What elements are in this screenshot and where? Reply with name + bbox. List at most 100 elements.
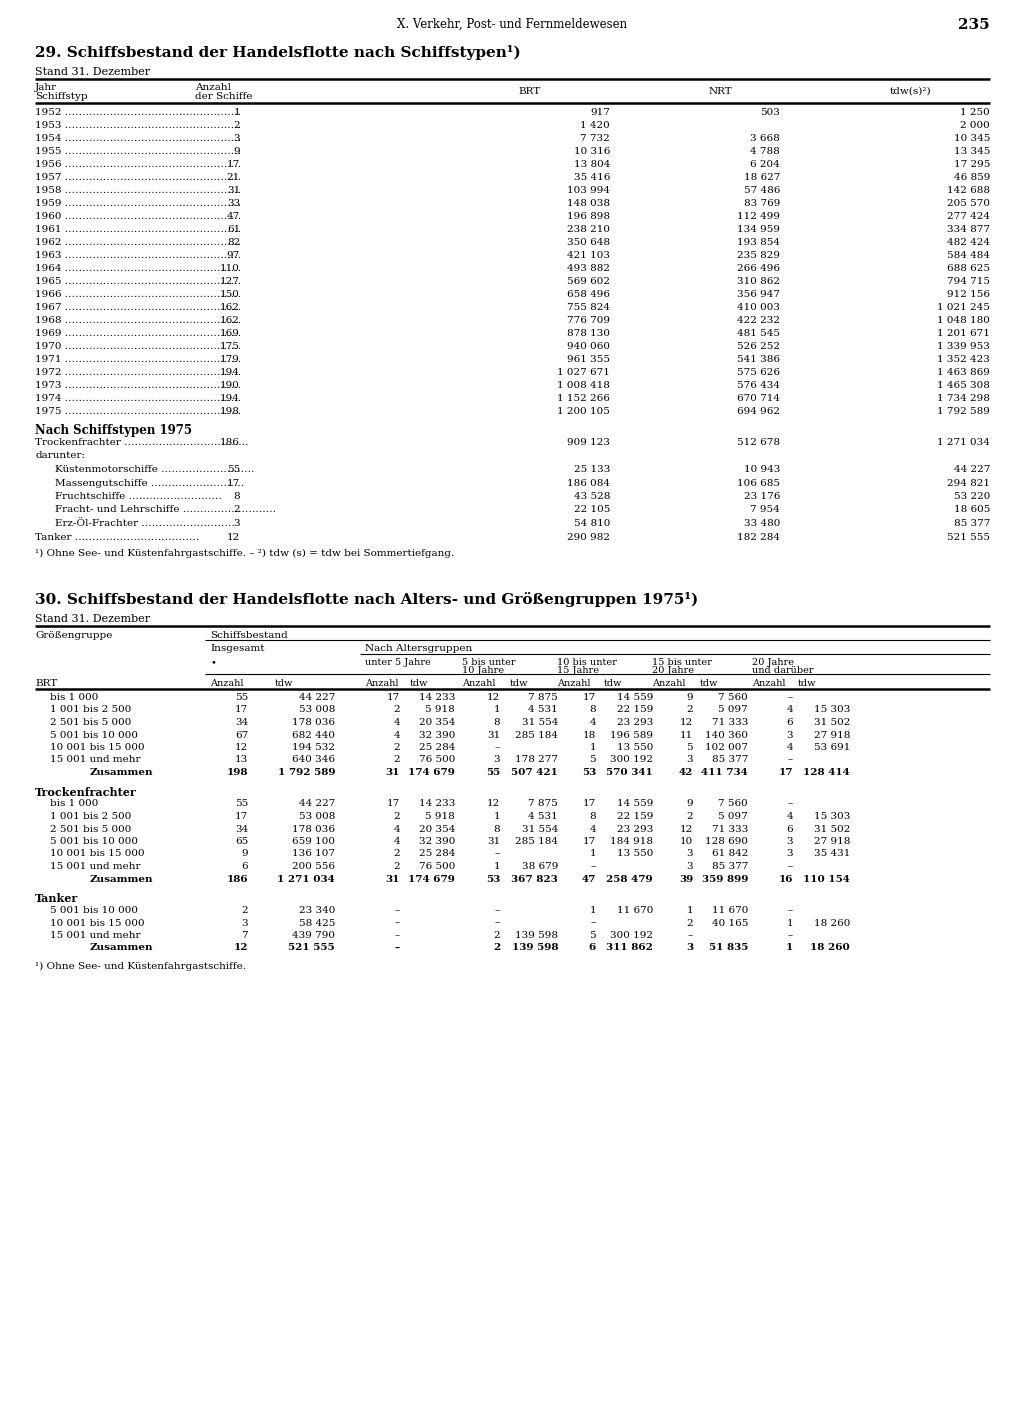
Text: 40 165: 40 165 bbox=[712, 918, 748, 927]
Text: 15 bis unter: 15 bis unter bbox=[652, 657, 712, 667]
Text: Anzahl: Anzahl bbox=[462, 679, 496, 687]
Text: 507 421: 507 421 bbox=[511, 769, 558, 777]
Text: Tanker: Tanker bbox=[35, 893, 78, 904]
Text: BRT: BRT bbox=[519, 87, 541, 96]
Text: 1: 1 bbox=[785, 944, 793, 953]
Text: 47: 47 bbox=[226, 212, 240, 221]
Text: 3: 3 bbox=[242, 918, 248, 927]
Text: 1 152 266: 1 152 266 bbox=[557, 394, 610, 404]
Text: 8: 8 bbox=[494, 719, 500, 727]
Text: 481 545: 481 545 bbox=[737, 329, 780, 338]
Text: 575 626: 575 626 bbox=[737, 368, 780, 376]
Text: 3: 3 bbox=[686, 850, 693, 858]
Text: 10 Jahre: 10 Jahre bbox=[462, 666, 504, 674]
Text: –: – bbox=[787, 861, 793, 871]
Text: 16: 16 bbox=[778, 874, 793, 884]
Text: 34: 34 bbox=[234, 824, 248, 834]
Text: Küstenmotorschiffe ………………………: Küstenmotorschiffe ……………………… bbox=[55, 465, 255, 473]
Text: 12: 12 bbox=[680, 824, 693, 834]
Text: 97: 97 bbox=[226, 251, 240, 260]
Text: Anzahl: Anzahl bbox=[752, 679, 785, 687]
Text: 17: 17 bbox=[387, 693, 400, 702]
Text: 1 792 589: 1 792 589 bbox=[278, 769, 335, 777]
Text: 3: 3 bbox=[786, 837, 793, 846]
Text: 67: 67 bbox=[234, 730, 248, 740]
Text: 5 001 bis 10 000: 5 001 bis 10 000 bbox=[50, 837, 138, 846]
Text: 205 570: 205 570 bbox=[947, 200, 990, 208]
Text: 58 425: 58 425 bbox=[299, 918, 335, 927]
Text: 1: 1 bbox=[590, 743, 596, 752]
Text: 17: 17 bbox=[234, 811, 248, 821]
Text: 8: 8 bbox=[590, 706, 596, 714]
Text: 194: 194 bbox=[220, 394, 240, 404]
Text: 776 709: 776 709 bbox=[567, 317, 610, 325]
Text: 139 598: 139 598 bbox=[512, 944, 558, 953]
Text: 53 008: 53 008 bbox=[299, 811, 335, 821]
Text: 15 303: 15 303 bbox=[814, 811, 850, 821]
Text: 422 232: 422 232 bbox=[737, 317, 780, 325]
Text: 2: 2 bbox=[686, 918, 693, 927]
Text: 103 994: 103 994 bbox=[567, 185, 610, 195]
Text: 755 824: 755 824 bbox=[567, 302, 610, 312]
Text: 4: 4 bbox=[393, 824, 400, 834]
Text: 31: 31 bbox=[386, 874, 400, 884]
Text: 76 500: 76 500 bbox=[419, 861, 455, 871]
Text: 1963 ……………………………………………: 1963 …………………………………………… bbox=[35, 251, 241, 260]
Text: tdw: tdw bbox=[410, 679, 428, 687]
Text: 27 918: 27 918 bbox=[814, 837, 850, 846]
Text: 20 354: 20 354 bbox=[419, 719, 455, 727]
Text: Insgesamt: Insgesamt bbox=[210, 645, 264, 653]
Text: 18: 18 bbox=[583, 730, 596, 740]
Text: 5 001 bis 10 000: 5 001 bis 10 000 bbox=[50, 906, 138, 915]
Text: 13 550: 13 550 bbox=[616, 850, 653, 858]
Text: 2: 2 bbox=[494, 931, 500, 940]
Text: 1: 1 bbox=[786, 918, 793, 927]
Text: 5 918: 5 918 bbox=[425, 811, 455, 821]
Text: 1 048 180: 1 048 180 bbox=[937, 317, 990, 325]
Text: Tanker ………………………………: Tanker ……………………………… bbox=[35, 532, 200, 542]
Text: 55: 55 bbox=[234, 800, 248, 809]
Text: 4: 4 bbox=[590, 824, 596, 834]
Text: 31: 31 bbox=[486, 837, 500, 846]
Text: 14 559: 14 559 bbox=[616, 693, 653, 702]
Text: 57 486: 57 486 bbox=[743, 185, 780, 195]
Text: 5: 5 bbox=[590, 931, 596, 940]
Text: Erz-Öl-Frachter ………………………: Erz-Öl-Frachter ……………………… bbox=[55, 519, 234, 528]
Text: 12: 12 bbox=[486, 800, 500, 809]
Text: 6 204: 6 204 bbox=[751, 160, 780, 170]
Text: 1 250: 1 250 bbox=[961, 108, 990, 117]
Text: 584 484: 584 484 bbox=[947, 251, 990, 260]
Text: 1: 1 bbox=[686, 906, 693, 915]
Text: 15 303: 15 303 bbox=[814, 706, 850, 714]
Text: 186 084: 186 084 bbox=[567, 479, 610, 488]
Text: X. Verkehr, Post- und Fernmeldewesen: X. Verkehr, Post- und Fernmeldewesen bbox=[397, 19, 627, 31]
Text: 4 788: 4 788 bbox=[751, 147, 780, 155]
Text: 1958 ……………………………………………: 1958 …………………………………………… bbox=[35, 185, 241, 195]
Text: 190: 190 bbox=[220, 381, 240, 389]
Text: –: – bbox=[591, 861, 596, 871]
Text: 85 377: 85 377 bbox=[712, 861, 748, 871]
Text: 38 679: 38 679 bbox=[521, 861, 558, 871]
Text: 1955 ……………………………………………: 1955 …………………………………………… bbox=[35, 147, 241, 155]
Text: 1964 ……………………………………………: 1964 …………………………………………… bbox=[35, 264, 241, 272]
Text: Anzahl: Anzahl bbox=[210, 679, 244, 687]
Text: 31 502: 31 502 bbox=[814, 824, 850, 834]
Text: 55: 55 bbox=[234, 693, 248, 702]
Text: Jahr: Jahr bbox=[35, 83, 57, 93]
Text: 8: 8 bbox=[494, 824, 500, 834]
Text: tdw: tdw bbox=[510, 679, 528, 687]
Text: 15 001 und mehr: 15 001 und mehr bbox=[50, 861, 140, 871]
Text: –: – bbox=[495, 906, 500, 915]
Text: tdw: tdw bbox=[798, 679, 816, 687]
Text: 1973 ……………………………………………: 1973 …………………………………………… bbox=[35, 381, 241, 389]
Text: 2: 2 bbox=[686, 811, 693, 821]
Text: ¹) Ohne See- und Küstenfahrgastschiffe. – ²) tdw (s) = tdw bei Sommertiefgang.: ¹) Ohne See- und Küstenfahrgastschiffe. … bbox=[35, 549, 455, 558]
Text: 1 352 423: 1 352 423 bbox=[937, 355, 990, 364]
Text: 3: 3 bbox=[686, 756, 693, 764]
Text: Trockenfrachter: Trockenfrachter bbox=[35, 787, 137, 797]
Text: 238 210: 238 210 bbox=[567, 225, 610, 234]
Text: 200 556: 200 556 bbox=[292, 861, 335, 871]
Text: 61: 61 bbox=[226, 225, 240, 234]
Text: 2: 2 bbox=[393, 756, 400, 764]
Text: 285 184: 285 184 bbox=[515, 730, 558, 740]
